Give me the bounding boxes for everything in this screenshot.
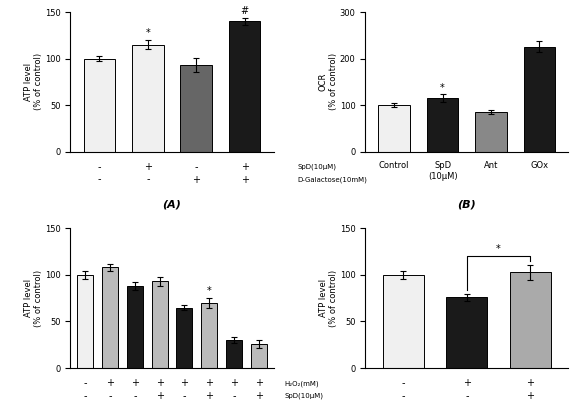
Text: -: - bbox=[146, 174, 149, 184]
Text: -: - bbox=[108, 391, 112, 400]
Text: -: - bbox=[401, 391, 405, 400]
Text: +: + bbox=[180, 378, 188, 388]
Bar bbox=[132, 44, 163, 152]
Text: +: + bbox=[255, 391, 263, 400]
Text: -: - bbox=[465, 391, 469, 400]
Text: *: * bbox=[207, 286, 212, 296]
Text: #: # bbox=[240, 6, 248, 16]
Text: +: + bbox=[241, 174, 248, 184]
Y-axis label: ATP level
(% of control): ATP level (% of control) bbox=[24, 53, 43, 110]
Text: (B): (B) bbox=[458, 200, 476, 210]
Bar bbox=[383, 275, 424, 368]
Text: +: + bbox=[155, 391, 163, 400]
Text: -: - bbox=[83, 378, 87, 388]
Bar bbox=[379, 105, 410, 152]
Text: -: - bbox=[98, 174, 101, 184]
Text: +: + bbox=[205, 378, 213, 388]
Bar bbox=[127, 286, 143, 368]
Bar bbox=[102, 268, 118, 368]
Text: -: - bbox=[232, 391, 236, 400]
Bar bbox=[229, 21, 260, 152]
Y-axis label: ATP level
(% of control): ATP level (% of control) bbox=[319, 270, 338, 327]
Text: +: + bbox=[526, 378, 534, 388]
Text: -: - bbox=[133, 391, 137, 400]
Bar bbox=[510, 272, 551, 368]
Text: +: + bbox=[230, 378, 238, 388]
Bar bbox=[475, 112, 507, 152]
Text: *: * bbox=[496, 244, 501, 254]
Bar bbox=[176, 308, 192, 368]
Bar bbox=[180, 65, 212, 152]
Bar bbox=[152, 282, 168, 368]
Bar bbox=[446, 297, 488, 368]
Text: -: - bbox=[183, 391, 186, 400]
Text: H₂O₂(mM): H₂O₂(mM) bbox=[285, 380, 319, 387]
Text: -: - bbox=[401, 378, 405, 388]
Text: SpD(10μM): SpD(10μM) bbox=[285, 393, 324, 399]
Text: +: + bbox=[205, 391, 213, 400]
Text: D-Galactose(10mM): D-Galactose(10mM) bbox=[298, 176, 367, 183]
Text: -: - bbox=[98, 162, 101, 172]
Text: +: + bbox=[155, 378, 163, 388]
Text: SpD(10μM): SpD(10μM) bbox=[298, 164, 337, 170]
Text: +: + bbox=[255, 378, 263, 388]
Text: +: + bbox=[106, 378, 114, 388]
Text: *: * bbox=[440, 84, 445, 94]
Text: *: * bbox=[145, 28, 150, 38]
Text: -: - bbox=[83, 391, 87, 400]
Bar bbox=[77, 275, 93, 368]
Bar bbox=[251, 344, 267, 368]
Y-axis label: OCR
(% of control): OCR (% of control) bbox=[319, 53, 338, 110]
Text: -: - bbox=[195, 162, 198, 172]
Text: (A): (A) bbox=[162, 200, 182, 210]
Y-axis label: ATP level
(% of control): ATP level (% of control) bbox=[24, 270, 43, 327]
Text: +: + bbox=[526, 391, 534, 400]
Text: +: + bbox=[241, 162, 248, 172]
Text: +: + bbox=[192, 174, 200, 184]
Bar bbox=[201, 303, 217, 368]
Bar bbox=[524, 47, 555, 152]
Text: +: + bbox=[131, 378, 139, 388]
Text: +: + bbox=[463, 378, 471, 388]
Bar bbox=[84, 58, 115, 152]
Text: +: + bbox=[144, 162, 152, 172]
Bar bbox=[226, 340, 242, 368]
Bar bbox=[427, 98, 458, 152]
